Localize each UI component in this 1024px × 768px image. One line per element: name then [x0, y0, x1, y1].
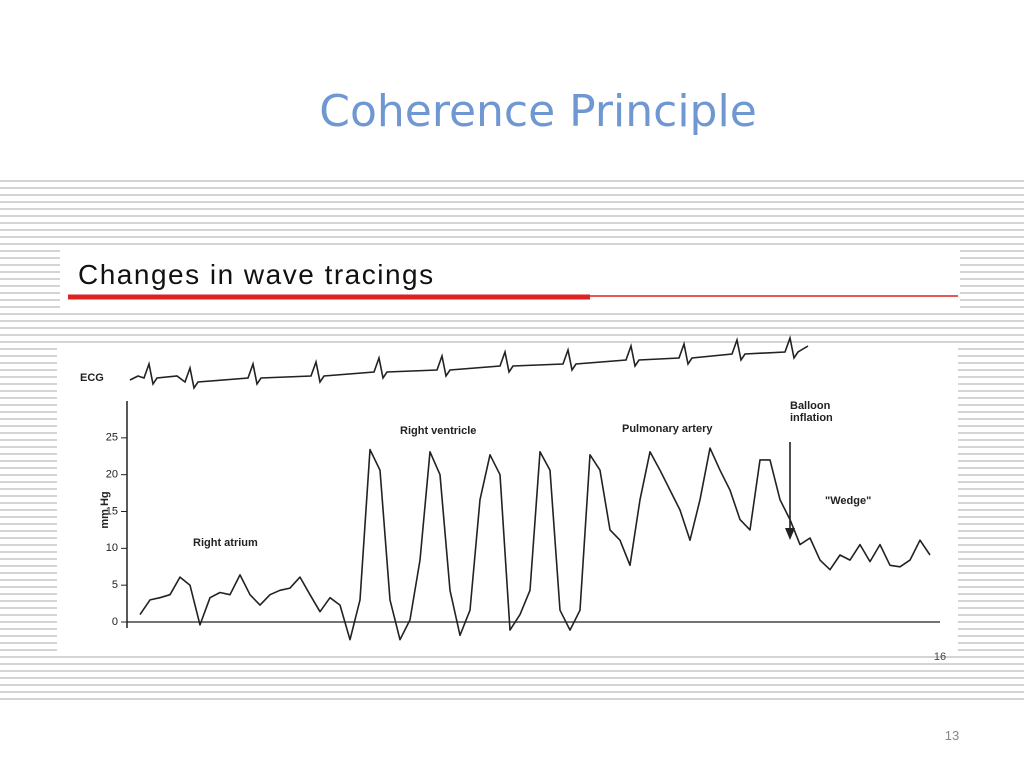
y-tick-label: 20: [106, 469, 118, 481]
ecg-label: ECG: [80, 372, 104, 384]
y-tick-label: 25: [106, 432, 118, 444]
figure-bg: [57, 345, 958, 655]
slide-title: Coherence Principle: [319, 86, 757, 137]
ecg-trace: [129, 335, 809, 391]
page-number: 13: [945, 728, 959, 743]
y-axis-label: mm Hg: [99, 491, 111, 528]
subtitle: Changes in wave tracings: [78, 259, 435, 290]
pressure-trace: [139, 447, 931, 641]
y-tick-label: 10: [106, 542, 118, 554]
y-tick-label: 15: [106, 505, 118, 517]
figure-number: 16: [934, 651, 946, 663]
annotation: Balloon: [790, 400, 831, 412]
annotation: Right atrium: [193, 537, 258, 549]
annotation: Pulmonary artery: [622, 423, 713, 435]
arrow-head: [785, 528, 795, 540]
annotation: "Wedge": [825, 495, 871, 507]
y-tick-label: 0: [112, 616, 118, 628]
chart: ECG 0 5 10 15 20 25 mm Hg Right atrium Right ven…: [80, 335, 940, 641]
annotation: Right ventricle: [400, 425, 476, 437]
subtitle-bg: [60, 250, 960, 310]
y-tick-label: 5: [112, 579, 118, 591]
annotation: inflation: [790, 412, 833, 424]
